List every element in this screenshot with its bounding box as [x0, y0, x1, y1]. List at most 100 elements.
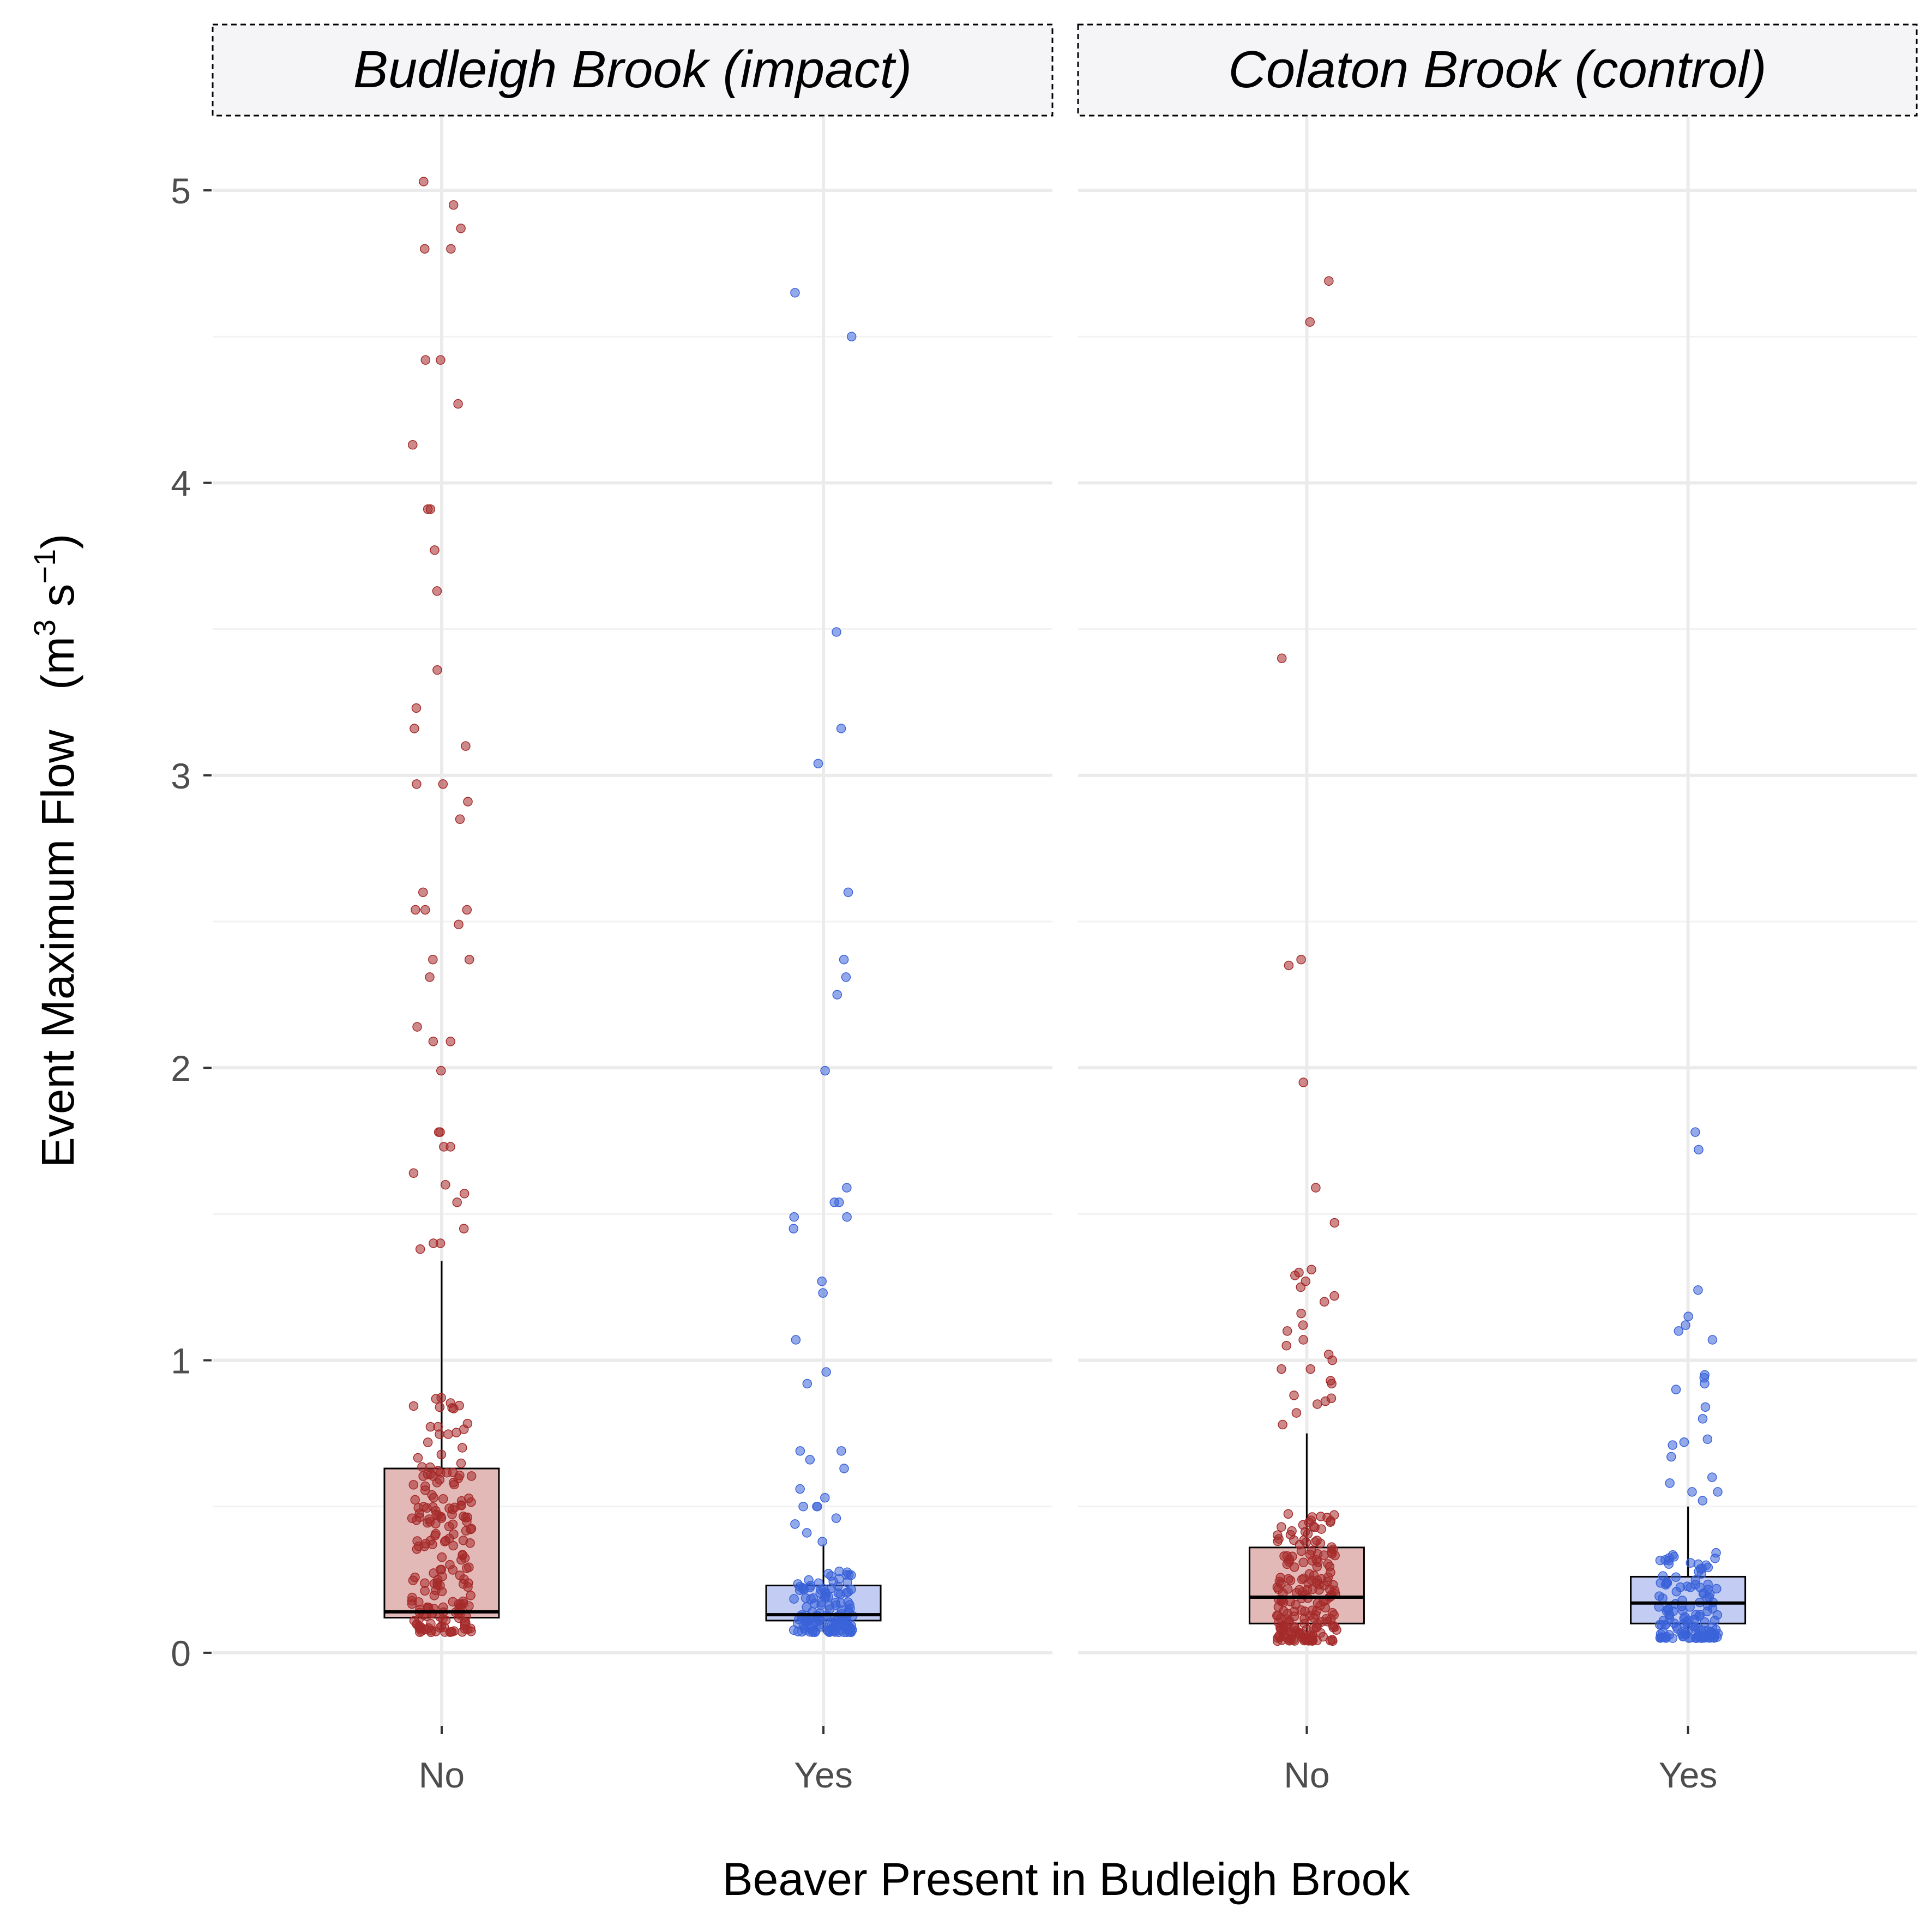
data-point — [1312, 1399, 1322, 1409]
x-tick-label: Yes — [794, 1755, 853, 1795]
data-point — [798, 1501, 808, 1512]
panel-strip — [1077, 23, 1918, 117]
data-point — [431, 1394, 441, 1404]
data-point — [1281, 1340, 1291, 1351]
panels: Budleigh Brook (impact) Colaton Brook (co… — [212, 23, 1918, 1726]
data-point — [801, 1593, 811, 1603]
data-point — [448, 200, 459, 210]
data-point — [410, 724, 419, 733]
data-point — [411, 905, 420, 915]
data-point — [1658, 1571, 1668, 1581]
data-point — [1283, 1584, 1293, 1594]
data-point — [457, 1627, 467, 1637]
data-point — [456, 1458, 466, 1468]
data-point — [820, 1066, 830, 1076]
data-point — [431, 1509, 441, 1520]
panel-strip — [212, 23, 1054, 117]
box-group-no — [383, 177, 500, 1638]
data-point — [816, 1600, 826, 1610]
data-point — [795, 1446, 805, 1456]
y-axis-title: Event Maximum Flow (m3 s−1) — [27, 534, 83, 1167]
data-point — [1711, 1548, 1721, 1558]
data-point — [436, 1564, 447, 1575]
data-point — [1312, 1622, 1322, 1632]
box-group-yes — [765, 288, 882, 1638]
data-point — [407, 1596, 417, 1606]
data-point — [841, 1570, 852, 1580]
data-point — [1658, 1593, 1668, 1603]
x-tick-label: No — [1284, 1755, 1329, 1795]
data-point — [1277, 1522, 1286, 1532]
data-point — [432, 665, 442, 675]
data-point — [428, 954, 438, 965]
data-point — [435, 1127, 445, 1137]
data-point — [410, 1572, 420, 1582]
data-point — [789, 1212, 799, 1222]
data-point — [461, 741, 471, 751]
data-point — [842, 1183, 852, 1193]
data-point — [1671, 1572, 1681, 1582]
data-point — [420, 355, 431, 365]
data-point — [415, 1627, 425, 1637]
data-point — [460, 1553, 470, 1563]
data-point — [446, 1037, 455, 1046]
data-point — [455, 1570, 465, 1580]
data-point — [1674, 1326, 1684, 1336]
y-axis-unit-mid: s — [32, 584, 83, 619]
data-point — [1707, 1472, 1717, 1482]
data-point — [455, 814, 465, 824]
data-point — [442, 1467, 452, 1478]
data-point — [839, 1464, 849, 1473]
data-point — [1694, 1145, 1704, 1155]
data-point — [454, 919, 464, 930]
box-group-no — [1248, 276, 1365, 1646]
y-axis-unit-exp2: −1 — [27, 549, 62, 584]
data-point — [1308, 1635, 1318, 1646]
data-point — [418, 887, 428, 898]
data-point — [1298, 1520, 1308, 1530]
data-point — [1696, 1564, 1706, 1574]
data-point — [834, 1197, 844, 1207]
data-point — [417, 1462, 427, 1472]
data-point — [1274, 1534, 1284, 1544]
panel-title: Budleigh Brook (impact) — [353, 40, 912, 99]
data-point — [789, 1594, 799, 1604]
data-point — [1686, 1558, 1696, 1568]
data-point — [1327, 1379, 1337, 1389]
data-point — [1289, 1606, 1299, 1616]
data-point — [817, 1537, 827, 1546]
data-point — [790, 288, 800, 298]
data-point — [1683, 1311, 1693, 1321]
data-point — [1329, 1218, 1340, 1228]
y-axis-unit-exp1: 3 — [27, 619, 62, 636]
data-point — [821, 1367, 831, 1377]
data-point — [1296, 1282, 1306, 1292]
data-point — [425, 504, 436, 514]
data-point — [1298, 1633, 1308, 1643]
data-point — [1299, 1614, 1309, 1624]
data-point — [1298, 1320, 1308, 1330]
data-point — [443, 1429, 453, 1439]
data-point — [1328, 1636, 1338, 1646]
data-point — [1278, 1419, 1287, 1430]
data-point — [462, 1418, 473, 1429]
y-axis-unit-close: ) — [32, 534, 83, 549]
data-point — [466, 1524, 476, 1534]
data-point — [425, 972, 435, 982]
panel-2: Colaton Brook (control) — [1077, 23, 1918, 1726]
data-point — [1713, 1629, 1723, 1639]
data-point — [1675, 1582, 1686, 1592]
data-point — [1307, 1605, 1317, 1616]
data-point — [428, 1037, 438, 1046]
data-point — [428, 1471, 438, 1481]
data-point — [826, 1571, 836, 1581]
data-point — [1289, 1562, 1299, 1572]
data-point — [1316, 1512, 1326, 1521]
data-point — [420, 905, 430, 915]
data-point — [424, 1623, 434, 1633]
data-point — [831, 1513, 841, 1523]
data-point — [1289, 1535, 1299, 1545]
y-axis-unit-open: (m — [32, 636, 83, 690]
data-point — [431, 1528, 441, 1539]
